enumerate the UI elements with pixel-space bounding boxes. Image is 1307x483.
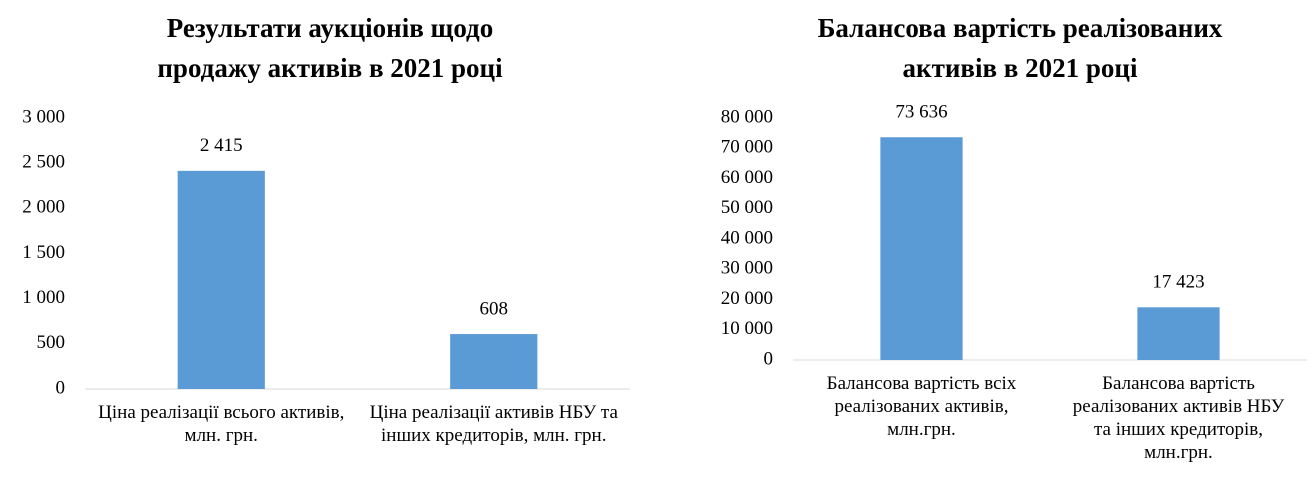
y-tick-label: 1 000 [22, 287, 65, 308]
chart-title: Результати аукціонів щодо продажу активі… [157, 13, 503, 83]
y-tick-label: 2 000 [22, 197, 65, 218]
x-tick-label: Ціна реалізації всього активів, млн. грн… [98, 402, 345, 446]
x-tick-label: Ціна реалізації активів НБУ та інших кре… [369, 402, 618, 446]
y-tick-label: 30 000 [721, 258, 773, 279]
y-tick-label: 60 000 [721, 167, 773, 188]
bar [177, 170, 265, 389]
y-tick-label: 500 [37, 332, 66, 353]
y-tick-label: 80 000 [721, 106, 773, 127]
x-tick-label: Балансова вартість реалізованих активів … [1072, 373, 1285, 463]
y-tick-label: 20 000 [721, 288, 773, 309]
y-tick-label: 0 [56, 377, 66, 398]
bar [880, 137, 963, 360]
y-tick-label: 1 500 [22, 242, 65, 263]
bar [1137, 307, 1220, 360]
chart-title: Балансова вартість реалізованих активів … [817, 13, 1223, 83]
y-tick-label: 10 000 [721, 318, 773, 339]
y-tick-label: 40 000 [721, 227, 773, 248]
value-label: 608 [480, 298, 509, 319]
y-tick-label: 2 500 [22, 152, 65, 173]
y-tick-label: 0 [764, 348, 774, 369]
y-tick-label: 70 000 [721, 137, 773, 158]
bar [450, 334, 538, 389]
x-tick-label: Балансова вартість всіх реалізованих акт… [826, 373, 1017, 440]
y-tick-label: 50 000 [721, 197, 773, 218]
y-tick-label: 3 000 [22, 106, 65, 127]
value-label: 2 415 [200, 135, 243, 156]
value-label: 73 636 [895, 102, 947, 123]
value-label: 17 423 [1152, 272, 1204, 293]
